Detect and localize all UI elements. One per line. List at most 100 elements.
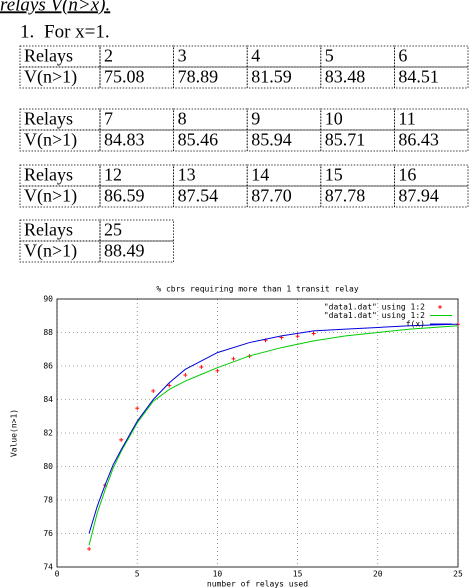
- heading: relays V(n>x).: [0, 0, 110, 15]
- data-point: [167, 383, 172, 388]
- table-cell: [19, 129, 101, 152]
- legend-swatch: [438, 305, 442, 309]
- cell-text: 12: [104, 165, 122, 185]
- x-tick-label: 5: [135, 570, 140, 579]
- x-tick-label: 10: [213, 570, 223, 579]
- x-tick-label: 20: [373, 570, 383, 579]
- y-tick-label: 80: [43, 462, 53, 471]
- data-point: [295, 334, 300, 339]
- cell-text: 6: [398, 46, 407, 66]
- table-cell: [99, 164, 174, 187]
- table-cell: [246, 129, 322, 152]
- y-tick-label: 74: [43, 563, 53, 572]
- cell-text: 87.78: [325, 186, 366, 206]
- data-point: [87, 546, 92, 551]
- cell-text: 15: [325, 165, 343, 185]
- y-tick-label: 90: [43, 295, 53, 304]
- cell-text: Relays: [24, 220, 73, 240]
- table-cell: [246, 164, 322, 187]
- y-tick-label: 76: [43, 529, 53, 538]
- cell-text: 8: [178, 109, 187, 129]
- table-cell: [246, 66, 322, 89]
- data-point: [119, 437, 124, 442]
- cell-text: 7: [104, 109, 113, 129]
- cell-text: 75.08: [104, 67, 145, 87]
- cell-text: 83.48: [325, 67, 366, 87]
- data-point: [183, 373, 188, 378]
- table-cell: [99, 240, 174, 263]
- table-cell: [320, 66, 395, 89]
- cell-text: 78.89: [178, 67, 219, 87]
- cell-text: 3: [178, 46, 187, 66]
- table-cell: [393, 66, 469, 89]
- cell-text: 87.54: [178, 186, 219, 206]
- cell-text: 2: [104, 46, 113, 66]
- table-cell: [99, 185, 174, 208]
- y-tick-label: 78: [43, 496, 53, 505]
- cell-text: V(n>1): [24, 67, 77, 88]
- cell-text: 25: [104, 220, 122, 240]
- table-cell: [246, 185, 322, 208]
- table-cell: [173, 185, 248, 208]
- cell-text: 10: [325, 109, 343, 129]
- table-cell: [99, 66, 174, 89]
- table-cell: [173, 129, 248, 152]
- cell-text: V(n>1): [24, 186, 77, 207]
- cell-text: 11: [398, 109, 415, 129]
- cell-text: Relays: [24, 165, 73, 185]
- legend-label: f(x): [406, 320, 425, 329]
- cell-text: Relays: [24, 109, 73, 129]
- table-cell: [393, 185, 469, 208]
- cell-text: V(n>1): [24, 241, 77, 262]
- table-cell: [99, 219, 174, 242]
- cell-text: 84.83: [104, 130, 145, 150]
- y-tick-label: 88: [43, 328, 53, 337]
- fit-curve: [88, 323, 459, 534]
- data-point: [199, 365, 204, 370]
- table-cell: [393, 108, 469, 131]
- legend-label: "data1.dat" using 1:2: [324, 303, 425, 312]
- item-text: For x=1.: [44, 21, 110, 42]
- table-cell: [173, 66, 248, 89]
- plot-frame: [56, 298, 459, 568]
- cell-text: 13: [178, 165, 196, 185]
- table-cell: [99, 45, 174, 68]
- cell-text: 14: [251, 165, 269, 185]
- cell-text: 85.46: [178, 130, 219, 150]
- table-cell: [320, 164, 395, 187]
- table-cell: [19, 240, 101, 263]
- table-cell: [99, 108, 174, 131]
- cell-text: 86.59: [104, 186, 145, 206]
- cell-text: 85.71: [325, 130, 366, 150]
- cell-text: 81.59: [251, 67, 292, 87]
- cell-text: 86.43: [398, 130, 439, 150]
- cell-text: 16: [398, 165, 416, 185]
- table-cell: [173, 164, 248, 187]
- table-cell: [173, 45, 248, 68]
- cell-text: 84.51: [398, 67, 439, 87]
- fit-curve: [88, 325, 459, 546]
- table-cell: [99, 129, 174, 152]
- data-point: [311, 331, 316, 336]
- table-cell: [19, 66, 101, 89]
- chart-title: % cbrs requiring more than 1 transit rel…: [156, 285, 358, 294]
- table-cell: [246, 108, 322, 131]
- cell-text: 4: [251, 46, 260, 66]
- table-cell: [393, 164, 469, 187]
- table-cell: [393, 45, 469, 68]
- item-number: 1.: [20, 21, 34, 42]
- cell-text: 87.94: [398, 186, 439, 206]
- table-cell: [173, 108, 248, 131]
- x-axis-label: number of relays used: [207, 580, 308, 588]
- data-point: [135, 406, 140, 411]
- table-cell: [320, 129, 395, 152]
- data-point: [231, 356, 236, 361]
- cell-text: 85.94: [251, 130, 292, 150]
- x-tick-label: 0: [55, 570, 60, 579]
- cell-text: Relays: [24, 46, 73, 66]
- table-cell: [19, 185, 101, 208]
- table-cell: [320, 185, 395, 208]
- table-cell: [320, 108, 395, 131]
- table-cell: [320, 45, 395, 68]
